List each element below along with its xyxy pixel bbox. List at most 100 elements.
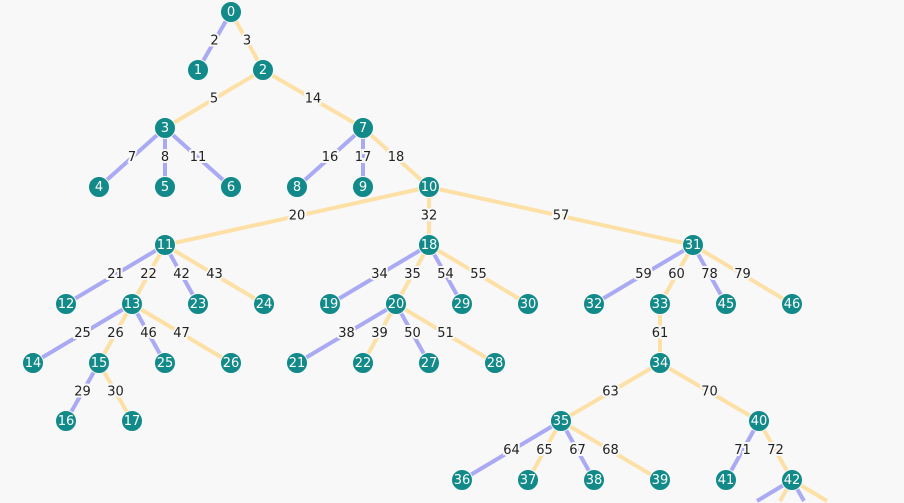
tree-node-3[interactable]: 3 — [154, 117, 176, 139]
tree-node-45[interactable]: 45 — [715, 293, 737, 315]
node-circle — [451, 469, 473, 491]
tree-node-26[interactable]: 26 — [220, 352, 242, 374]
tree-node-15[interactable]: 15 — [88, 352, 110, 374]
node-circle — [220, 1, 242, 23]
edge-11-13 — [130, 244, 167, 305]
node-circle — [550, 410, 572, 432]
tree-node-23[interactable]: 23 — [187, 293, 209, 315]
tree-node-21[interactable]: 21 — [286, 352, 308, 374]
edge-label: 65 — [536, 443, 553, 458]
tree-node-19[interactable]: 19 — [319, 293, 341, 315]
edge-label: 16 — [322, 150, 339, 165]
node-label: 31 — [685, 238, 702, 253]
edges-layer — [31, 11, 829, 503]
node-label: 22 — [355, 356, 372, 371]
tree-node-5[interactable]: 5 — [154, 176, 176, 198]
edge-label: 72 — [767, 443, 784, 458]
tree-node-16[interactable]: 16 — [55, 410, 77, 432]
tree-node-33[interactable]: 33 — [649, 293, 671, 315]
tree-node-36[interactable]: 36 — [451, 469, 473, 491]
tree-node-32[interactable]: 32 — [583, 293, 605, 315]
tree-node-22[interactable]: 22 — [352, 352, 374, 374]
node-label: 0 — [227, 5, 235, 20]
edge-label: 30 — [107, 385, 124, 400]
edge-34-40 — [658, 361, 761, 423]
edge-7-10 — [361, 126, 431, 189]
tree-node-35[interactable]: 35 — [550, 410, 572, 432]
tree-node-17[interactable]: 17 — [121, 410, 143, 432]
tree-node-13[interactable]: 13 — [121, 293, 143, 315]
tree-node-12[interactable]: 12 — [55, 293, 77, 315]
node-label: 24 — [256, 297, 273, 312]
edge-20-28 — [394, 302, 497, 365]
edge-label: 11 — [190, 150, 207, 165]
node-circle — [88, 176, 110, 198]
tree-node-27[interactable]: 27 — [418, 352, 440, 374]
tree-node-18[interactable]: 18 — [418, 234, 440, 256]
edge-label: 43 — [206, 267, 223, 282]
edge-2-3 — [163, 68, 265, 130]
edge-label: 35 — [404, 267, 421, 282]
tree-node-38[interactable]: 38 — [583, 469, 605, 491]
node-circle — [715, 469, 737, 491]
node-circle — [154, 117, 176, 139]
tree-node-24[interactable]: 24 — [253, 293, 275, 315]
tree-node-7[interactable]: 7 — [352, 117, 374, 139]
tree-node-40[interactable]: 40 — [748, 410, 770, 432]
tree-node-20[interactable]: 20 — [385, 293, 407, 315]
edge-13-14 — [31, 302, 134, 365]
edge-label: 55 — [470, 267, 487, 282]
node-circle — [22, 352, 44, 374]
tree-node-9[interactable]: 9 — [352, 176, 374, 198]
tree-node-39[interactable]: 39 — [649, 469, 671, 491]
edge-label: 51 — [437, 326, 454, 341]
node-circle — [517, 293, 539, 315]
tree-node-4[interactable]: 4 — [88, 176, 110, 198]
node-circle — [418, 352, 440, 374]
tree-node-46[interactable]: 46 — [781, 293, 803, 315]
node-label: 4 — [95, 180, 103, 195]
node-circle — [715, 293, 737, 315]
node-label: 37 — [520, 473, 537, 488]
node-circle — [352, 117, 374, 139]
node-label: 25 — [157, 356, 174, 371]
node-label: 5 — [161, 180, 169, 195]
edge-label: 67 — [569, 443, 586, 458]
node-label: 10 — [421, 180, 438, 195]
tree-node-11[interactable]: 11 — [154, 234, 176, 256]
edge-0-1 — [196, 11, 233, 71]
tree-node-29[interactable]: 29 — [451, 293, 473, 315]
tree-node-6[interactable]: 6 — [220, 176, 242, 198]
tree-node-8[interactable]: 8 — [286, 176, 308, 198]
node-circle — [252, 59, 274, 81]
tree-node-28[interactable]: 28 — [484, 352, 506, 374]
tree-node-37[interactable]: 37 — [517, 469, 539, 491]
node-circle — [418, 176, 440, 198]
node-circle — [55, 410, 77, 432]
tree-node-0[interactable]: 0 — [220, 1, 242, 23]
node-circle — [352, 176, 374, 198]
edge-3-4 — [97, 126, 167, 189]
tree-node-41[interactable]: 41 — [715, 469, 737, 491]
node-circle — [253, 293, 275, 315]
edge-2-7 — [261, 68, 365, 130]
node-label: 42 — [784, 473, 801, 488]
node-label: 12 — [58, 297, 75, 312]
edge-13-15 — [97, 303, 134, 364]
node-label: 21 — [289, 356, 306, 371]
tree-node-14[interactable]: 14 — [22, 352, 44, 374]
tree-node-42[interactable]: 42 — [781, 469, 803, 491]
tree-node-30[interactable]: 30 — [517, 293, 539, 315]
tree-node-2[interactable]: 2 — [252, 59, 274, 81]
edge-label: 39 — [371, 326, 388, 341]
tree-node-25[interactable]: 25 — [154, 352, 176, 374]
tree-node-1[interactable]: 1 — [187, 59, 209, 81]
edge-label: 32 — [421, 209, 438, 224]
edge-10-11 — [164, 185, 430, 247]
edge-label: 29 — [74, 385, 91, 400]
tree-node-10[interactable]: 10 — [418, 176, 440, 198]
node-circle — [220, 352, 242, 374]
tree-node-31[interactable]: 31 — [682, 234, 704, 256]
tree-node-34[interactable]: 34 — [649, 352, 671, 374]
